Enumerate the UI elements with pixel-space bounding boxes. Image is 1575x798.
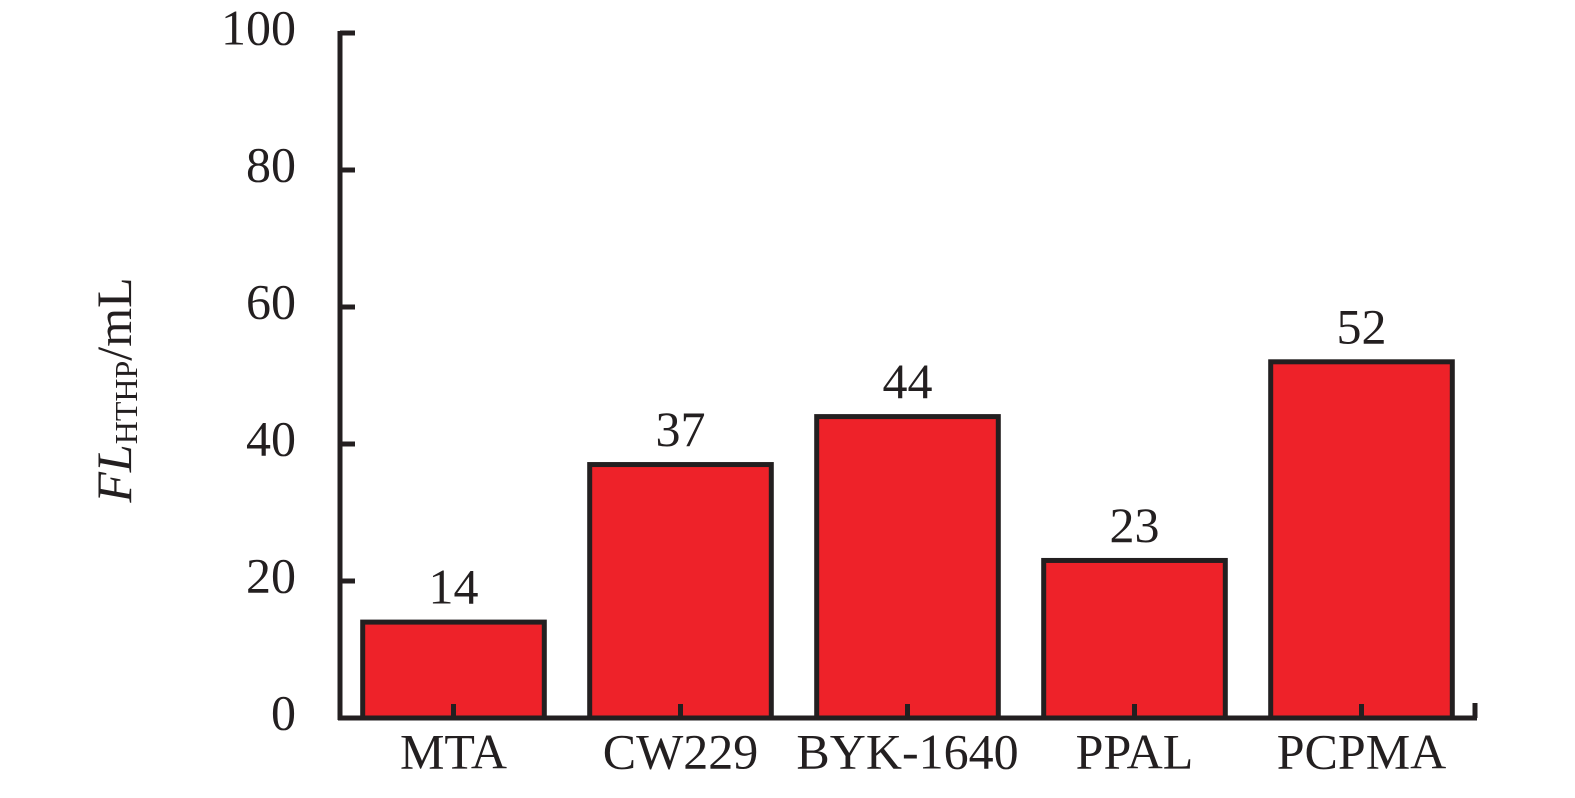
y-tick-label: 0 — [271, 684, 296, 740]
bar — [1041, 557, 1228, 721]
x-tick-label: PCPMA — [1277, 723, 1447, 779]
x-tick-label: PPAL — [1076, 723, 1194, 779]
y-tick-label: 80 — [246, 136, 296, 192]
y-tick-label: 60 — [246, 273, 296, 329]
y-tick-label: 20 — [246, 547, 296, 603]
x-tick-label: MTA — [400, 723, 507, 779]
bar — [360, 619, 547, 721]
value-label: 44 — [883, 353, 933, 409]
x-tick-label: BYK-1640 — [796, 723, 1018, 779]
value-label: 14 — [429, 559, 479, 615]
y-label-sub: HTHP — [108, 361, 144, 445]
x-tick-label: CW229 — [603, 723, 759, 779]
y-label-main: FL — [86, 444, 142, 503]
y-tick-label: 100 — [221, 0, 296, 55]
value-label: 37 — [656, 401, 706, 457]
bar — [814, 414, 1001, 721]
value-label: 52 — [1337, 298, 1387, 354]
bar — [587, 462, 774, 721]
bar — [1268, 359, 1455, 721]
y-label-unit: /mL — [86, 277, 142, 360]
y-tick-label: 40 — [246, 410, 296, 466]
value-label: 23 — [1110, 497, 1160, 553]
y-axis-label: FLHTHP/mL — [86, 277, 144, 503]
